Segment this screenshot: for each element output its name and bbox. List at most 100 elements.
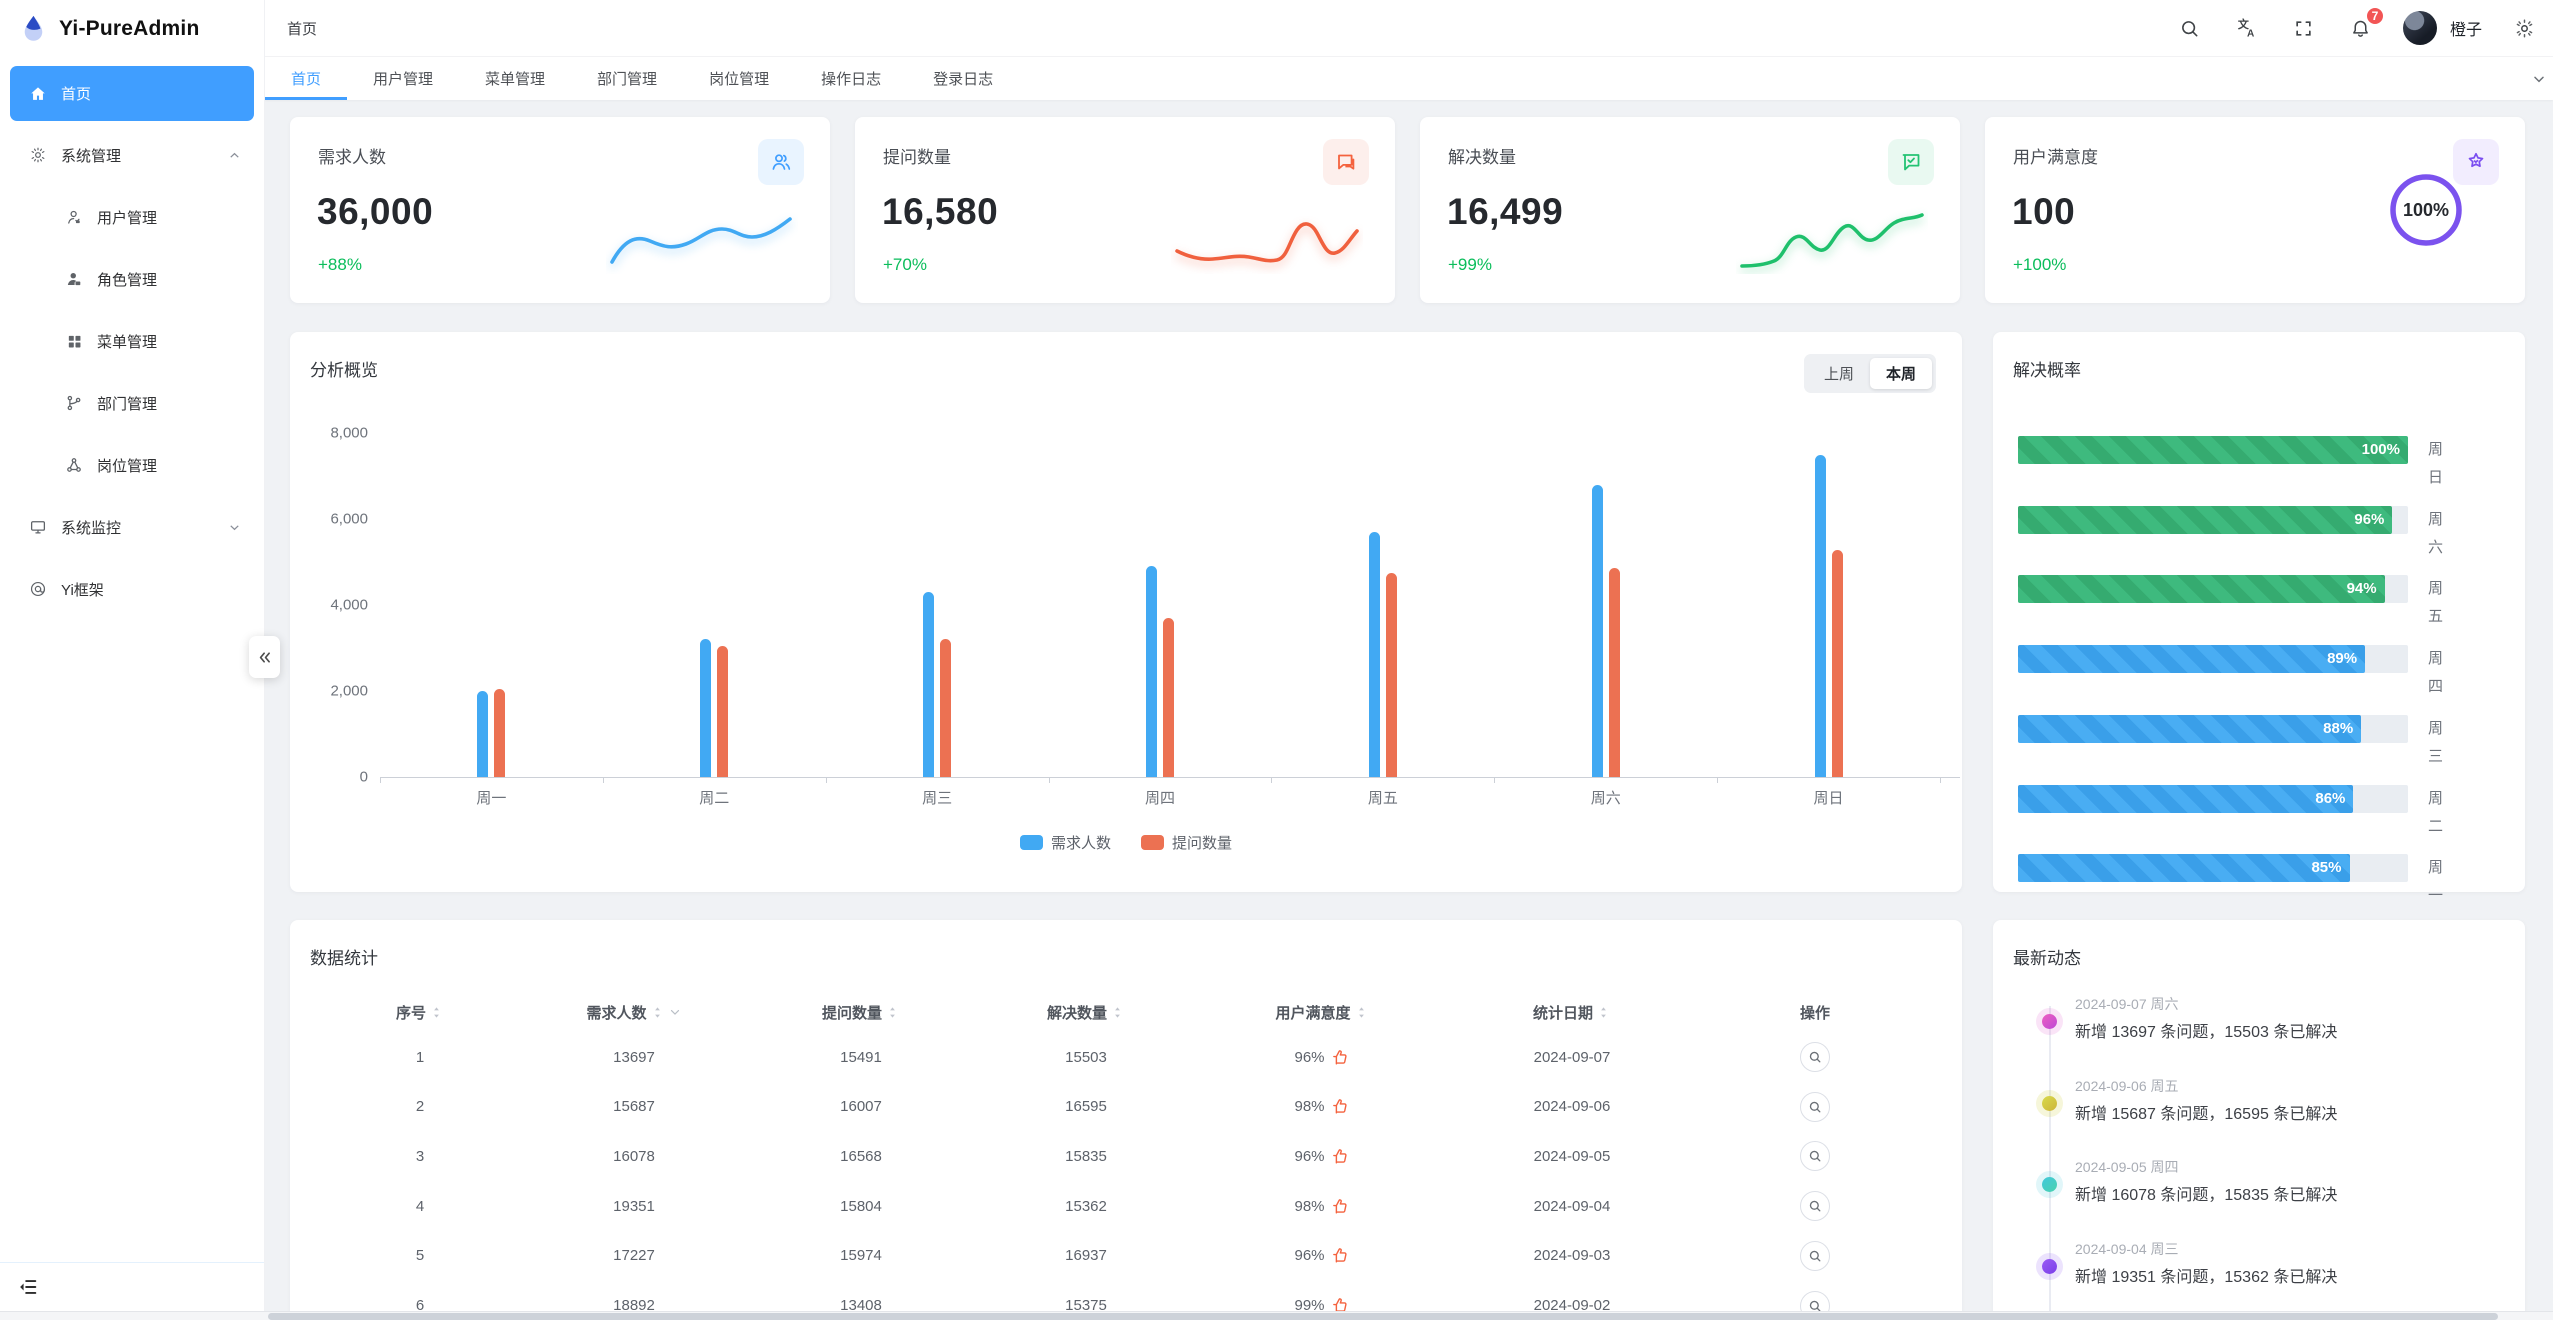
probability-day-label: 周五 [2428,580,2444,626]
bar-需求人数-周日[interactable] [1814,454,1826,777]
column-header-提问数量[interactable]: 提问数量 [748,1002,974,1023]
tabbar-chevron-down-icon[interactable] [2531,57,2547,100]
table-cell: 6 [415,1297,425,1314]
bar-提问数量-周日[interactable] [1831,549,1843,777]
probability-fill[interactable]: 86% [2018,784,2354,813]
tab-岗位管理[interactable]: 岗位管理 [683,57,795,100]
bar-需求人数-周二[interactable] [700,639,712,777]
table-cell: 15503 [1065,1048,1107,1066]
bar-需求人数-周一[interactable] [477,691,489,777]
column-header-需求人数[interactable]: 需求人数 [520,1002,748,1023]
row-view-button[interactable] [1800,1240,1830,1271]
scrollbar-thumb[interactable] [268,1313,2498,1320]
tab-用户管理[interactable]: 用户管理 [347,57,459,100]
table-cell: 2 [415,1098,425,1116]
x-axis-line [380,777,1960,778]
menu-fold-icon[interactable] [17,1276,39,1298]
search-icon[interactable] [2175,13,2205,43]
probability-day-label: 周六 [2428,510,2444,556]
sidebar-item-角色管理[interactable]: 角色管理 [0,248,264,310]
sidebar-item-系统监控[interactable]: 系统监控 [0,496,264,558]
x-axis-label: 周四 [1144,790,1175,807]
data-statistics-card: 数据统计 序号 需求人数 提问数量 解决数量 用户满意度 统计日期 操作 1 13697 1549… [290,920,1962,1320]
sidebar-item-系统管理[interactable]: 系统管理 [0,124,264,186]
bar-提问数量-周一[interactable] [494,688,506,777]
probability-fill[interactable]: 96% [2018,505,2393,534]
bell-icon[interactable]: 7 [2346,6,2385,43]
fullscreen-icon[interactable] [2289,13,2319,43]
app-title: Yi-PureAdmin [59,16,200,40]
legend-item-提问数量[interactable]: 提问数量 [1141,832,1232,853]
row-view-button[interactable] [1800,1091,1830,1122]
table-row: 3 16078 16568 15835 96% 2024-09-05 [320,1131,1932,1181]
bar-提问数量-周六[interactable] [1608,568,1620,777]
timeline-dot [2042,1177,2057,1192]
table-cell: 4 [415,1197,425,1215]
settings-icon[interactable] [2509,13,2539,43]
stat-star-icon [2453,139,2499,185]
bar-提问数量-周二[interactable] [717,645,729,777]
bar-需求人数-周五[interactable] [1368,531,1380,777]
probability-fill[interactable]: 89% [2018,645,2366,674]
legend-item-需求人数[interactable]: 需求人数 [1019,832,1111,853]
column-header-操作[interactable]: 操作 [1698,1002,1932,1023]
timeline-dot [2042,1258,2057,1274]
sidebar-collapse-button[interactable] [249,636,280,678]
horizontal-scrollbar[interactable] [0,1311,2553,1320]
sidebar-item-岗位管理[interactable]: 岗位管理 [0,434,264,496]
sidebar-item-label: 岗位管理 [97,457,158,475]
tab-首页[interactable]: 首页 [265,57,348,100]
column-header-用户满意度[interactable]: 用户满意度 [1198,1002,1446,1023]
range-button-本周[interactable]: 本周 [1869,358,1932,389]
probability-fill[interactable]: 88% [2018,714,2362,743]
tab-登录日志[interactable]: 登录日志 [907,57,1019,100]
satisfaction-value: 96% [1294,1247,1325,1265]
username[interactable]: 橙子 [2449,22,2482,39]
sidebar-footer [0,1262,264,1311]
probability-track: 85% [2018,854,2408,883]
table-cell [1698,1191,1932,1222]
sidebar-item-部门管理[interactable]: 部门管理 [0,372,264,434]
x-axis-tick [1717,777,1719,783]
table-cell: 5 [415,1247,425,1265]
avatar[interactable] [2402,11,2437,45]
row-view-button[interactable] [1800,1141,1830,1172]
column-header-label: 解决数量 [1046,1004,1107,1022]
sidebar-item-Yi框架[interactable]: Yi框架 [0,558,264,620]
stat-chat-check-icon [1888,139,1934,185]
range-button-上周[interactable]: 上周 [1823,366,1854,383]
legend-label: 提问数量 [1172,835,1233,852]
bar-需求人数-周六[interactable] [1591,484,1603,777]
tabs: 首页 用户管理 菜单管理 部门管理 岗位管理 操作日志 登录日志 [265,57,1019,100]
bar-提问数量-周四[interactable] [1163,617,1174,777]
probability-track: 96% [2018,505,2408,534]
probability-fill[interactable]: 100% [2018,436,2408,464]
role-icon [64,270,84,288]
tab-菜单管理[interactable]: 菜单管理 [459,57,571,100]
y-axis-tick: 4,000 [330,596,368,614]
tab-部门管理[interactable]: 部门管理 [571,57,683,100]
row-view-button[interactable] [1800,1042,1830,1072]
column-header-序号[interactable]: 序号 [320,1002,520,1023]
tab-操作日志[interactable]: 操作日志 [795,57,907,100]
sidebar-item-用户管理[interactable]: 用户管理 [0,186,264,248]
thumbs-up-icon [1331,1246,1350,1265]
app-logo[interactable]: Yi-PureAdmin [0,0,264,57]
probability-fill[interactable]: 85% [2018,854,2350,883]
bar-提问数量-周三[interactable] [940,639,952,777]
sidebar-item-首页[interactable]: 首页 [10,66,254,121]
probability-fill[interactable]: 94% [2018,575,2385,604]
column-header-解决数量[interactable]: 解决数量 [974,1002,1198,1023]
bar-需求人数-周四[interactable] [1146,566,1157,777]
sidebar-item-菜单管理[interactable]: 菜单管理 [0,310,264,372]
column-header-统计日期[interactable]: 统计日期 [1446,1002,1698,1023]
breadcrumb[interactable]: 首页 [287,20,318,38]
bar-提问数量-周五[interactable] [1385,572,1397,777]
column-header-label: 统计日期 [1532,1004,1593,1022]
timeline-entry: 2024-09-06 周五 新增 15687 条问题，16595 条已解决 [2013,1074,2513,1156]
satisfaction-value: 99% [1294,1297,1325,1314]
timeline: 2024-09-07 周六 新增 13697 条问题，15503 条已解决 2024… [2013,978,2513,1320]
bar-需求人数-周三[interactable] [923,592,935,777]
row-view-button[interactable] [1800,1191,1830,1222]
